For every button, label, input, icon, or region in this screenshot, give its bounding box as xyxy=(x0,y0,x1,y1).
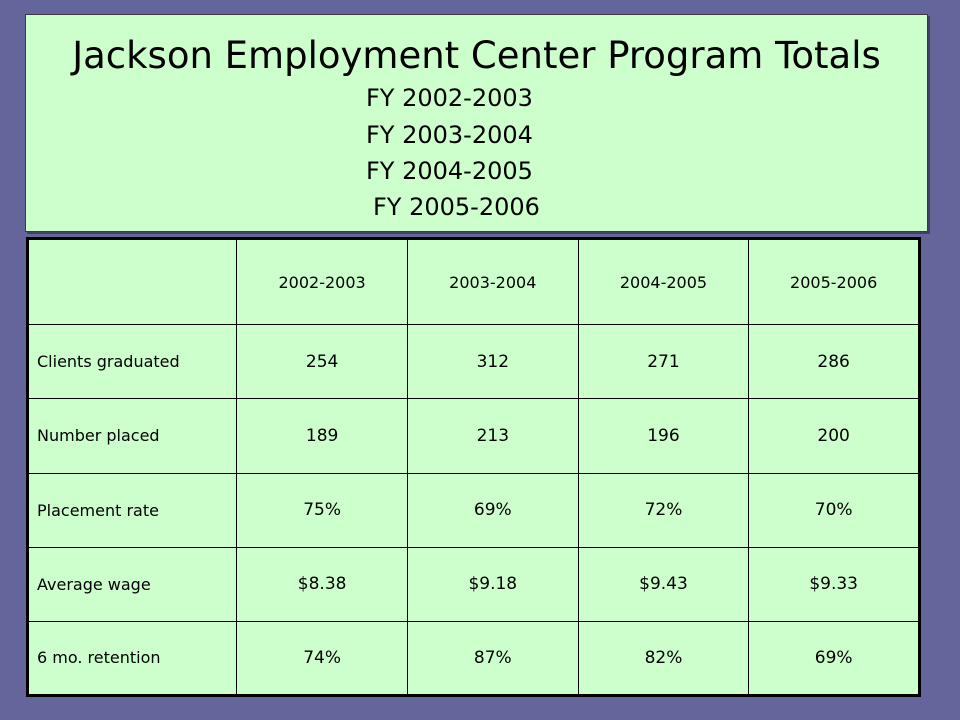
table-cell: $8.38 xyxy=(236,546,408,622)
table-cell: 286 xyxy=(748,324,920,400)
column-header: 2005-2006 xyxy=(748,237,920,326)
row-label: Clients graduated xyxy=(26,324,238,400)
fiscal-year-line: FY 2003-2004 xyxy=(366,121,533,149)
row-label: Number placed xyxy=(26,398,238,474)
table-cell: 200 xyxy=(748,398,920,474)
table-cell: 72% xyxy=(577,472,750,548)
table-row: Placement rate 75% 69% 72% 70% xyxy=(26,472,920,548)
row-label: Average wage xyxy=(26,546,238,622)
table-cell: 74% xyxy=(236,620,408,697)
program-totals-table: 2002-2003 2003-2004 2004-2005 2005-2006 … xyxy=(26,237,921,697)
table-cell: $9.33 xyxy=(748,546,920,622)
table-cell: 189 xyxy=(236,398,408,474)
table-row: 6 mo. retention 74% 87% 82% 69% xyxy=(26,620,920,697)
table-row: Number placed 189 213 196 200 xyxy=(26,398,920,474)
table-corner-cell xyxy=(26,237,238,326)
fiscal-year-line: FY 2004-2005 xyxy=(366,157,533,185)
table-cell: 69% xyxy=(748,620,920,697)
table-cell: $9.18 xyxy=(406,546,579,622)
table-cell: 82% xyxy=(577,620,750,697)
table-row: Clients graduated 254 312 271 286 xyxy=(26,324,920,400)
table-header-row: 2002-2003 2003-2004 2004-2005 2005-2006 xyxy=(26,237,920,326)
table-cell: 87% xyxy=(406,620,579,697)
column-header: 2004-2005 xyxy=(577,237,750,326)
table-row: Average wage $8.38 $9.18 $9.43 $9.33 xyxy=(26,546,920,622)
row-label: Placement rate xyxy=(26,472,238,548)
column-header: 2003-2004 xyxy=(406,237,579,326)
table-cell: 75% xyxy=(236,472,408,548)
table-cell: 213 xyxy=(406,398,579,474)
table-cell: 70% xyxy=(748,472,920,548)
table-cell: 312 xyxy=(406,324,579,400)
fiscal-year-line: FY 2005-2006 xyxy=(373,193,540,221)
table-cell: 196 xyxy=(577,398,750,474)
table-cell: 69% xyxy=(406,472,579,548)
title-panel: Jackson Employment Center Program Totals… xyxy=(25,14,928,232)
slide-title: Jackson Employment Center Program Totals xyxy=(72,34,881,77)
table-cell: $9.43 xyxy=(577,546,750,622)
row-label: 6 mo. retention xyxy=(26,620,238,697)
column-header: 2002-2003 xyxy=(236,237,408,326)
fiscal-year-line: FY 2002-2003 xyxy=(366,84,533,112)
table-cell: 254 xyxy=(236,324,408,400)
table-cell: 271 xyxy=(577,324,750,400)
